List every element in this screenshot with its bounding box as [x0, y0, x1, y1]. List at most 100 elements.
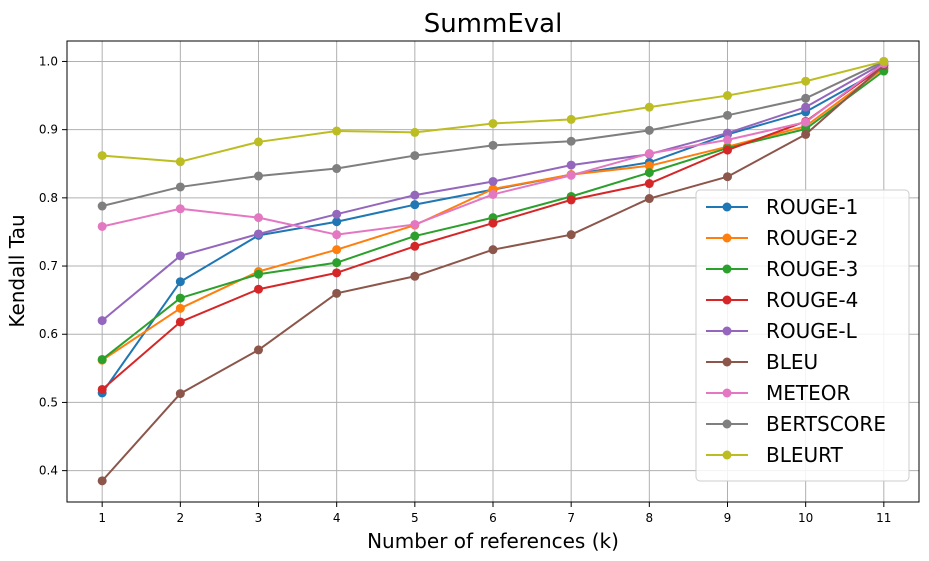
legend-label: METEOR — [766, 381, 850, 405]
legend-entry-rouge-1: ROUGE-1 — [706, 195, 858, 219]
data-point-bleu — [566, 230, 576, 240]
legend-marker — [722, 357, 732, 367]
data-point-bleu — [722, 172, 732, 182]
data-point-rouge-3 — [97, 354, 107, 364]
data-point-bertscore — [97, 201, 107, 211]
data-point-rouge-4 — [175, 317, 185, 327]
data-point-rouge-l — [97, 316, 107, 326]
data-point-rouge-l — [332, 209, 342, 219]
data-point-bertscore — [488, 140, 498, 150]
data-point-bleurt — [175, 157, 185, 167]
data-point-bertscore — [566, 136, 576, 146]
y-tick-label: 0.6 — [39, 327, 58, 341]
data-point-rouge-l — [801, 102, 811, 112]
legend-label: ROUGE-1 — [766, 195, 858, 219]
data-point-bleurt — [879, 56, 889, 66]
data-point-rouge-2 — [644, 161, 654, 171]
legend-marker — [722, 233, 732, 243]
data-point-bleurt — [566, 114, 576, 124]
legend-marker — [722, 450, 732, 460]
data-point-bleurt — [488, 119, 498, 129]
data-point-rouge-3 — [332, 258, 342, 268]
data-point-bleu — [488, 245, 498, 255]
data-point-rouge-2 — [332, 245, 342, 255]
data-point-rouge-l — [488, 176, 498, 186]
legend-marker — [722, 326, 732, 336]
data-point-bleurt — [722, 91, 732, 101]
legend-marker — [722, 202, 732, 212]
x-tick-label: 7 — [567, 511, 575, 525]
data-point-bleu — [97, 476, 107, 486]
data-point-meteor — [332, 230, 342, 240]
data-point-rouge-4 — [566, 195, 576, 205]
data-point-meteor — [254, 213, 264, 223]
x-axis: 1 2 3 4 5 6 7 8 9 10 11 — [98, 502, 891, 525]
legend-entry-rouge-3: ROUGE-3 — [706, 257, 858, 281]
data-point-rouge-l — [175, 251, 185, 261]
legend-entry-rouge-2: ROUGE-2 — [706, 226, 858, 250]
legend-entry-bleurt: BLEURT — [706, 443, 844, 467]
legend-entry-rouge-4: ROUGE-4 — [706, 288, 858, 312]
data-point-rouge-4 — [97, 384, 107, 394]
x-tick-label: 3 — [255, 511, 263, 525]
legend-box — [695, 189, 910, 482]
legend: ROUGE-1 ROUGE-2 ROUGE-3 ROUGE-4 ROUGE-L BLEU M… — [695, 189, 910, 482]
data-point-bleurt — [644, 102, 654, 112]
legend-label: BERTSCORE — [766, 412, 886, 436]
x-tick-label: 9 — [724, 511, 732, 525]
data-point-rouge-l — [410, 190, 420, 200]
legend-label: ROUGE-L — [766, 319, 858, 343]
legend-entry-bleu: BLEU — [706, 350, 818, 374]
data-point-rouge-4 — [644, 179, 654, 189]
legend-label: ROUGE-2 — [766, 226, 858, 250]
data-point-rouge-l — [722, 128, 732, 138]
legend-marker — [722, 419, 732, 429]
data-point-rouge-4 — [722, 145, 732, 155]
data-point-rouge-3 — [175, 293, 185, 303]
x-tick-label: 6 — [489, 511, 497, 525]
x-tick-label: 11 — [876, 511, 891, 525]
y-tick-label: 0.4 — [39, 464, 58, 478]
series-layer — [97, 56, 889, 486]
data-point-bertscore — [332, 164, 342, 174]
series-bertscore — [97, 56, 889, 211]
x-axis-label: Number of references (k) — [367, 529, 619, 553]
data-point-bertscore — [644, 125, 654, 135]
data-point-bertscore — [801, 93, 811, 103]
data-point-rouge-3 — [254, 269, 264, 279]
data-point-bertscore — [254, 171, 264, 181]
y-tick-label: 1.0 — [39, 54, 58, 68]
y-axis: 0.4 0.5 0.6 0.7 0.8 0.9 1.0 — [39, 54, 67, 478]
data-point-meteor — [410, 219, 420, 229]
data-point-bleu — [644, 194, 654, 204]
data-point-bleurt — [254, 137, 264, 147]
legend-label: ROUGE-3 — [766, 257, 858, 281]
data-point-rouge-1 — [410, 200, 420, 210]
x-tick-label: 2 — [177, 511, 185, 525]
data-point-meteor — [97, 221, 107, 231]
data-point-rouge-3 — [410, 231, 420, 241]
data-point-bleu — [332, 288, 342, 298]
data-point-rouge-1 — [332, 217, 342, 227]
legend-entry-meteor: METEOR — [706, 381, 850, 405]
data-point-meteor — [801, 117, 811, 127]
data-point-rouge-1 — [175, 277, 185, 287]
x-tick-label: 5 — [411, 511, 419, 525]
y-tick-label: 0.5 — [39, 395, 58, 409]
data-point-bleu — [175, 389, 185, 399]
data-point-rouge-2 — [175, 303, 185, 313]
data-point-rouge-4 — [254, 284, 264, 294]
data-point-rouge-4 — [410, 241, 420, 251]
y-axis-label: Kendall Tau — [5, 214, 29, 327]
legend-label: BLEURT — [766, 443, 844, 467]
series-bleurt — [97, 56, 889, 167]
data-point-bleu — [254, 345, 264, 355]
data-point-bleu — [410, 271, 420, 281]
legend-marker — [722, 264, 732, 274]
data-point-meteor — [566, 170, 576, 180]
legend-entry-rouge-l: ROUGE-L — [706, 319, 858, 343]
data-point-bertscore — [722, 110, 732, 120]
data-point-meteor — [175, 204, 185, 214]
data-point-rouge-l — [566, 160, 576, 170]
